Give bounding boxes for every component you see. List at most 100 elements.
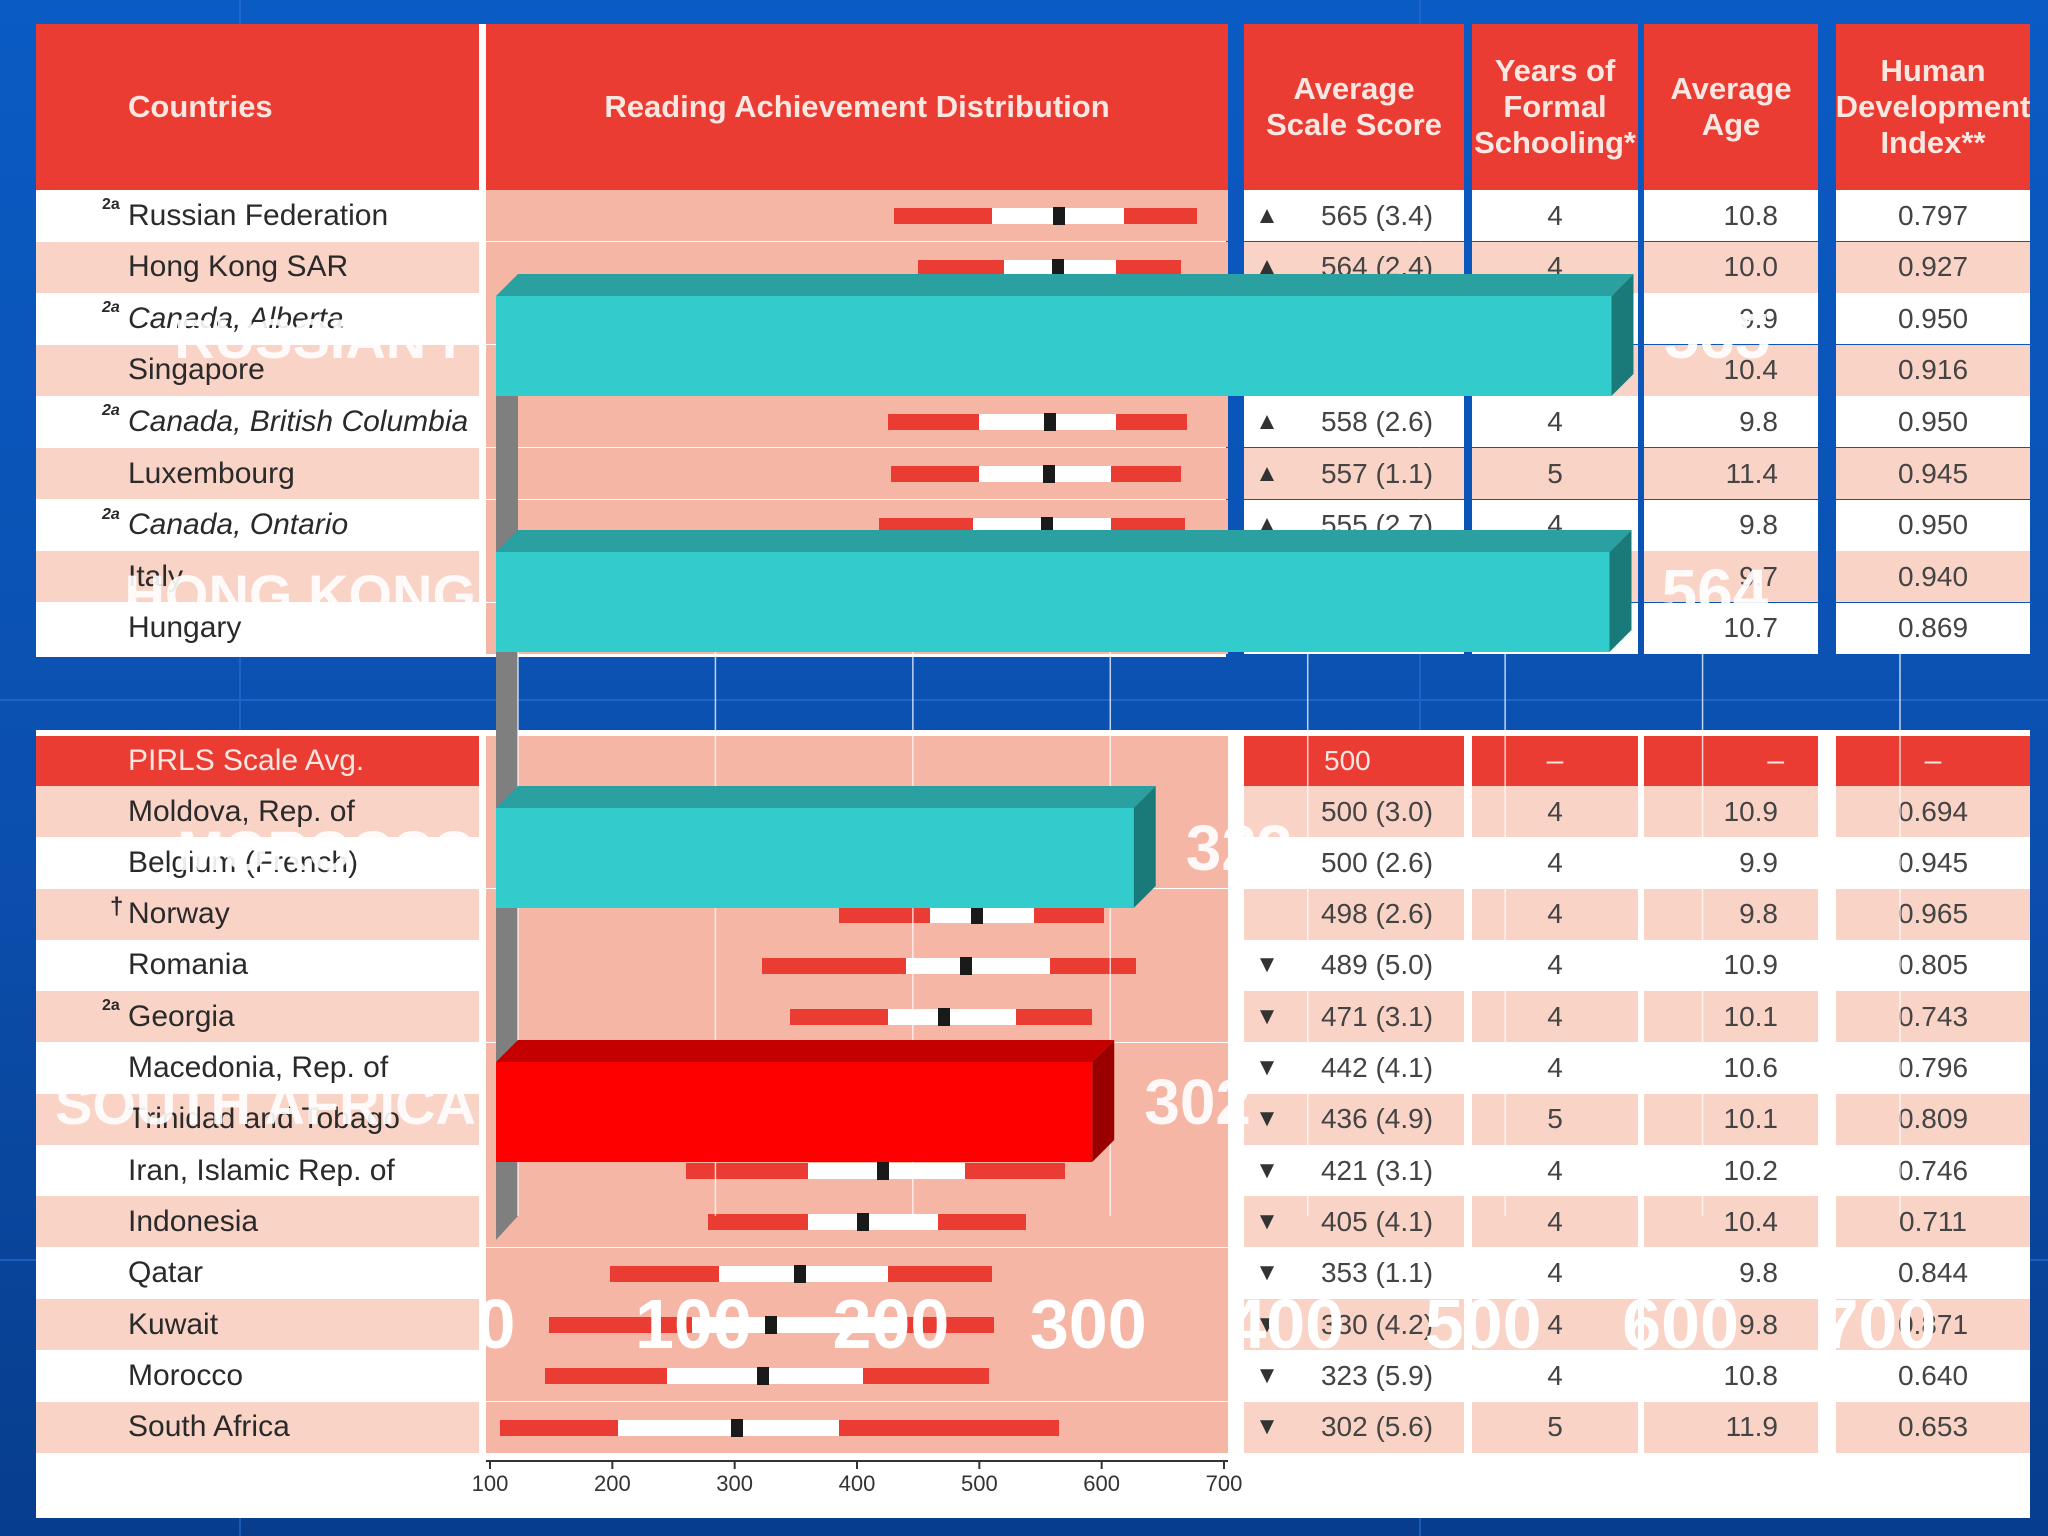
percentile-bar-mid-low xyxy=(979,414,1019,431)
mean-marker xyxy=(1043,465,1056,483)
percentile-bar-mid-low xyxy=(930,906,965,923)
country-footnote: † xyxy=(110,892,124,920)
average-score: 489 (5.0) xyxy=(1290,939,1464,991)
percentile-bar-mid-high xyxy=(764,1419,839,1436)
comparison-symbol: ▼ xyxy=(1244,1145,1290,1197)
bar-category-label: SOUTH AFRICA xyxy=(55,1073,476,1136)
country-label: South Africa xyxy=(128,1410,290,1444)
bar xyxy=(496,1062,1093,1162)
country-label: Iran, Islamic Rep. of xyxy=(128,1153,395,1187)
country-label: Luxembourg xyxy=(128,456,295,490)
pirls-score: 500 xyxy=(1244,736,1464,786)
hdi-value: 0.796 xyxy=(1836,1042,2030,1094)
distribution-cell xyxy=(486,1196,1228,1248)
comparison-symbol: ▼ xyxy=(1244,939,1290,991)
percentile-bar-high xyxy=(1016,1009,1092,1026)
percentile-bar-high xyxy=(863,1368,990,1385)
average-age: 10.9 xyxy=(1644,939,1818,991)
mean-marker xyxy=(731,1418,744,1437)
average-age: 9.8 xyxy=(1644,1299,1818,1350)
comparison-symbol: ▼ xyxy=(1244,1196,1290,1248)
percentile-bar-high xyxy=(887,1265,992,1282)
country-name: Trinidad and Tobago xyxy=(36,1093,479,1145)
distribution-cell xyxy=(486,190,1228,241)
percentile-bar-mid-low xyxy=(667,1368,741,1385)
average-score: 558 (2.6) xyxy=(1290,396,1464,448)
hdi-value: 0.711 xyxy=(1836,1196,2030,1248)
percentile-bar-mid-high xyxy=(989,906,1035,923)
axis-tick-label: 700 xyxy=(1206,1471,1243,1496)
comparison-symbol: ▼ xyxy=(1244,1042,1290,1094)
chart-axis-tick-label: 400 xyxy=(1227,1285,1344,1363)
mean-marker xyxy=(937,1008,950,1027)
mean-marker xyxy=(765,1316,778,1334)
average-age: 9.9 xyxy=(1644,837,1818,889)
average-score: 436 (4.9) xyxy=(1290,1093,1464,1145)
years-of-schooling: 4 xyxy=(1472,1350,1638,1402)
average-score: 421 (3.1) xyxy=(1290,1145,1464,1197)
comparison-symbol xyxy=(1244,786,1290,837)
header-hdi: Human Development Index** xyxy=(1836,24,2030,190)
percentile-bar-mid-high xyxy=(1077,414,1117,431)
table-row: 2a Georgia ▼ 471 (3.1) 4 10.1 0.743 xyxy=(36,991,2030,1043)
table-row: 2a Russian Federation ▲ 565 (3.4) 4 10.8 0.797 xyxy=(36,190,2030,241)
chart-axis-tick-label: 200 xyxy=(832,1285,949,1363)
percentile-bar-mid-low xyxy=(905,957,942,974)
average-score: 330 (4.2) xyxy=(1290,1299,1464,1350)
distribution-cell xyxy=(486,1350,1228,1402)
chart-axis-tick-label: 300 xyxy=(1030,1285,1147,1363)
country-label: Hungary xyxy=(128,611,242,645)
country-name: Kuwait xyxy=(36,1299,479,1350)
hdi-value: 0.869 xyxy=(1836,602,2030,654)
country-footnote: 2a xyxy=(102,997,120,1015)
bar-top-face xyxy=(496,1040,1115,1062)
bar-side-face xyxy=(1092,1040,1115,1162)
hdi-value: 0.871 xyxy=(1836,1299,2030,1350)
years-of-schooling: 4 xyxy=(1472,939,1638,991)
percentile-bar-low xyxy=(545,1368,668,1385)
comparison-symbol xyxy=(1244,888,1290,940)
average-score: 500 (2.6) xyxy=(1290,837,1464,889)
bar xyxy=(496,808,1134,908)
percentile-bar-mid-low xyxy=(691,1317,747,1333)
country-label: Belgium (French) xyxy=(128,845,359,879)
percentile-bar-high xyxy=(1116,259,1182,276)
axis-tick-label: 100 xyxy=(472,1471,509,1496)
header-distribution: Reading Achievement Distribution xyxy=(486,24,1228,190)
mean-marker xyxy=(1052,207,1065,225)
distribution-cell xyxy=(486,939,1228,991)
percentile-bar-high xyxy=(937,1214,1026,1231)
bar xyxy=(496,296,1612,396)
mean-marker xyxy=(1044,413,1057,432)
percentile-bar-mid-high xyxy=(1074,466,1112,482)
hdi-value: 0.746 xyxy=(1836,1145,2030,1197)
hdi-value: 0.640 xyxy=(1836,1350,2030,1402)
percentile-bar-high xyxy=(905,1317,994,1333)
distribution-cell xyxy=(486,1247,1228,1299)
percentile-bar-mid-high xyxy=(795,1317,906,1333)
average-score: 557 (1.1) xyxy=(1290,448,1464,499)
average-score: 471 (3.1) xyxy=(1290,991,1464,1043)
table-row: South Africa ▼ 302 (5.6) 5 11.9 0.653 xyxy=(36,1401,2030,1453)
distribution-cell xyxy=(486,448,1228,499)
country-label: Moldova, Rep. of xyxy=(128,794,355,828)
country-label: Canada, British Columbia xyxy=(128,404,469,438)
country-footnote: 2a xyxy=(102,402,120,420)
country-label: Kuwait xyxy=(128,1307,219,1341)
average-age: 9.7 xyxy=(1644,551,1818,603)
percentile-bar-mid-high xyxy=(784,1368,864,1385)
pirls-average-row: PIRLS Scale Avg. 500– – – xyxy=(36,736,2030,786)
average-age: 11.9 xyxy=(1644,1401,1818,1453)
percentile-bar-mid-low xyxy=(1003,259,1039,276)
country-label: Morocco xyxy=(128,1358,244,1392)
pirls-age: – xyxy=(1644,736,1818,786)
average-age: 10.0 xyxy=(1644,241,1818,293)
table-row: Indonesia ▼ 405 (4.1) 4 10.4 0.711 xyxy=(36,1196,2030,1248)
percentile-bar-mid-high xyxy=(898,1163,965,1180)
percentile-bar-mid-high xyxy=(827,1265,888,1282)
distribution-cell xyxy=(486,991,1228,1043)
years-of-schooling: 4 xyxy=(1472,991,1638,1043)
country-label: Russian Federation xyxy=(128,198,389,232)
table-row: Luxembourg ▲ 557 (1.1) 5 11.4 0.945 xyxy=(36,448,2030,499)
table-row: † Norway 498 (2.6) 4 9.8 0.965 xyxy=(36,888,2030,940)
